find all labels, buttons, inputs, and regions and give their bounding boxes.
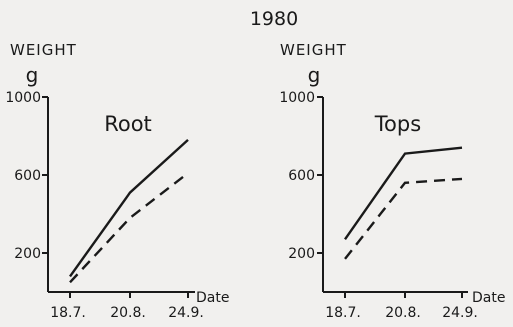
- y-axis-label: WEIGHT: [10, 41, 77, 59]
- x-tick-label: 18.7.: [325, 305, 361, 321]
- x-tick-label: 20.8.: [110, 305, 146, 321]
- x-tick-label: 24.9.: [168, 305, 204, 321]
- series-line-dashed: [344, 177, 463, 260]
- y-tick-label: 200: [14, 246, 41, 262]
- x-axis-label: Date: [196, 290, 229, 306]
- y-tick-label: 200: [288, 246, 315, 262]
- y-tick-label: 1000: [5, 90, 41, 106]
- series-line-dashed: [69, 172, 189, 284]
- x-tick-label: 20.8.: [385, 305, 421, 321]
- panel-title: Tops: [374, 112, 421, 136]
- x-axis-label: Date: [472, 290, 505, 306]
- y-axis-unit: g: [308, 63, 321, 87]
- chart-panel-1: WEIGHT g 200 600 1000 18.7. 20.8. 24.9.Date Root: [5, 41, 229, 321]
- y-axis-label: WEIGHT: [280, 41, 347, 59]
- x-tick-label: 18.7.: [50, 305, 86, 321]
- series-line-solid: [344, 146, 463, 240]
- y-tick-label: 600: [14, 168, 41, 184]
- panel-title: Root: [104, 112, 152, 136]
- figure-title: 1980: [250, 8, 298, 30]
- x-tick-label: 24.9.: [442, 305, 478, 321]
- y-tick-label: 600: [288, 168, 315, 184]
- series-line-solid: [69, 139, 189, 278]
- y-tick-label: 1000: [279, 90, 315, 106]
- chart-panel-2: WEIGHT g 200 600 1000 18.7. 20.8. 24.9.Date Tops: [279, 41, 505, 321]
- y-axis-unit: g: [26, 63, 39, 87]
